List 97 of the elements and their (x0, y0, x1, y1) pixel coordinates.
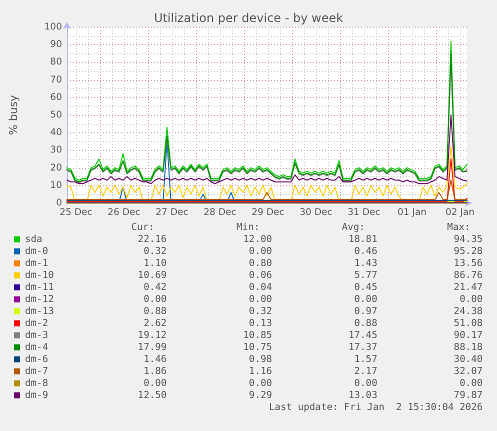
text: 94.35 (454, 234, 483, 245)
y-tick-label: 10 (50, 180, 62, 191)
legend-label: dm-9 (25, 390, 48, 401)
legend-label: dm-8 (25, 378, 48, 389)
y-tick-label: 20 (50, 162, 62, 174)
text: 5.77 (354, 270, 378, 281)
text: 0.32 (248, 306, 272, 317)
text: 1.10 (144, 258, 167, 269)
text: 0.46 (354, 246, 378, 257)
text: 13.03 (348, 390, 378, 401)
text: 0.45 (354, 282, 378, 293)
text: 0.88 (354, 318, 378, 329)
text: 0.88 (144, 306, 167, 317)
legend-label: dm-2 (25, 318, 48, 329)
x-tick-label: 29 Dec (252, 207, 284, 218)
legend-label: dm-4 (25, 342, 48, 353)
text: 0.98 (248, 354, 272, 365)
text: 0.80 (248, 258, 272, 269)
legend-label: sda (25, 234, 42, 245)
text: 0.97 (354, 306, 378, 317)
text: Avg: (342, 222, 365, 233)
text: 1.16 (248, 366, 272, 377)
text: 1.46 (144, 354, 167, 365)
text: 51.08 (454, 318, 483, 329)
text: 1.86 (144, 366, 167, 377)
text: 12.50 (138, 390, 167, 401)
x-tick-label: 28 Dec (204, 207, 236, 218)
text: 12.00 (243, 234, 272, 245)
y-tick-label: 80 (50, 56, 62, 68)
text: 86.76 (454, 270, 483, 281)
text: 0.04 (248, 282, 272, 293)
text: 0.13 (248, 318, 272, 329)
legend-label: dm-0 (25, 246, 48, 257)
legend-label: dm-13 (25, 306, 54, 317)
y-tick-label: 40 (50, 127, 62, 138)
x-tick-label: 30 Dec (300, 207, 332, 218)
legend-label: dm-1 (25, 258, 48, 269)
legend-label: dm-3 (25, 330, 48, 341)
text: 0.00 (248, 294, 272, 305)
text: 95.28 (454, 246, 483, 257)
legend-label: dm-6 (25, 354, 48, 365)
text: 21.47 (454, 282, 483, 293)
text: 24.38 (454, 306, 483, 317)
text: 0.42 (144, 282, 167, 293)
x-tick-label: 31 Dec (348, 207, 380, 218)
text: 19.12 (138, 330, 167, 341)
text: 2.62 (144, 318, 167, 329)
text: 17.37 (348, 342, 378, 353)
text: 9.29 (248, 390, 272, 401)
text: 1.57 (354, 354, 378, 365)
x-tick-label: 25 Dec (60, 207, 92, 218)
y-tick-label: 60 (50, 92, 62, 103)
chart-title: Utilization per device - by week (154, 11, 344, 25)
text: Last update: Fri Jan 2 15:30:04 2026 (268, 402, 483, 413)
text: 22.16 (138, 234, 167, 245)
text: Max: (447, 222, 470, 233)
text: 2.17 (354, 366, 378, 377)
text: 88.18 (454, 342, 483, 353)
text: Cur: (131, 222, 154, 233)
text: 0.00 (144, 294, 167, 305)
y-tick-label: 30 (50, 144, 62, 156)
text: 1.43 (354, 258, 378, 269)
text: 10.85 (243, 330, 272, 341)
text: 0.00 (354, 378, 378, 389)
text: 10.75 (243, 342, 272, 353)
text: 0.06 (248, 270, 272, 281)
y-tick-label: 50 (50, 110, 62, 120)
legend-label: dm-10 (25, 270, 54, 281)
text: 0.00 (144, 378, 167, 389)
text: 13.56 (454, 258, 483, 269)
text: 0.00 (248, 246, 272, 257)
legend-label: dm-11 (25, 282, 54, 293)
text: 30.40 (454, 354, 483, 365)
text: 0.00 (460, 294, 483, 305)
text: Min: (236, 222, 260, 233)
y-tick-label: 70 (50, 74, 62, 86)
y-tick-label: 100 (44, 22, 62, 32)
text: 0.32 (144, 246, 167, 257)
x-tick-label: 27 Dec (156, 207, 188, 218)
text: 90.17 (454, 330, 483, 341)
y-tick-label: 90 (50, 39, 62, 50)
x-tick-label: 02 Jan (445, 207, 475, 218)
text: 32.07 (454, 366, 483, 377)
text: 17.99 (138, 342, 167, 353)
text: 10.69 (138, 270, 167, 281)
text: 17.45 (348, 330, 378, 341)
y-tick-label: 0 (56, 198, 62, 208)
legend-label: dm-12 (25, 294, 54, 305)
x-tick-label: 26 Dec (108, 207, 140, 218)
text: 0.00 (354, 294, 378, 305)
legend-label: dm-7 (25, 366, 48, 377)
text: 0.00 (248, 378, 272, 389)
text: 79.87 (454, 390, 483, 401)
text: 18.81 (348, 234, 378, 245)
x-tick-label: 01 Jan (397, 207, 427, 218)
y-axis-title: % busy (7, 94, 20, 136)
text: 0.00 (460, 378, 483, 389)
